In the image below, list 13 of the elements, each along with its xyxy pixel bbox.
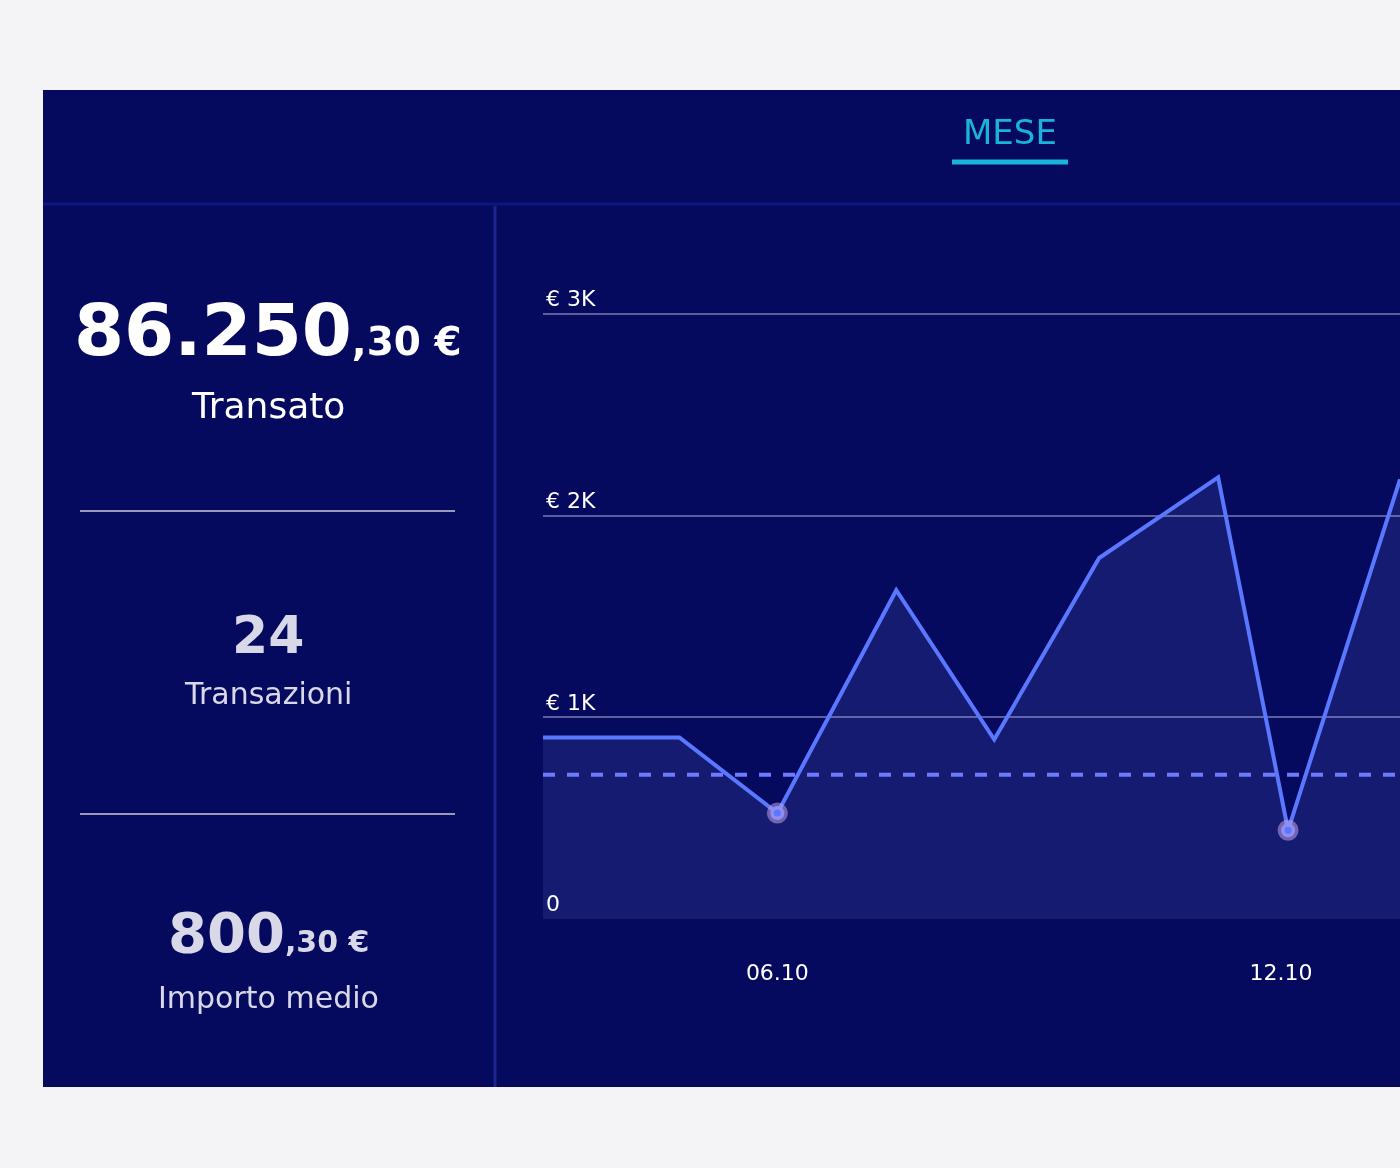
x-tick-label: 06.10 <box>745 960 809 985</box>
x-tick-label: 12.10 <box>1249 960 1313 985</box>
text: 800,30 € <box>168 900 370 965</box>
chart-title: MESE <box>963 112 1057 152</box>
y-tick-label: € 3K <box>546 286 596 312</box>
text: Importo medio <box>158 980 379 1015</box>
y-tick-label: 0 <box>546 891 560 917</box>
text: Transazioni <box>184 676 353 711</box>
text: 86.250,30 € <box>74 288 462 372</box>
y-tick-label: € 2K <box>546 487 596 513</box>
y-tick-label: € 1K <box>546 689 596 715</box>
text: Transato <box>191 385 346 426</box>
text: 24 <box>232 605 305 665</box>
